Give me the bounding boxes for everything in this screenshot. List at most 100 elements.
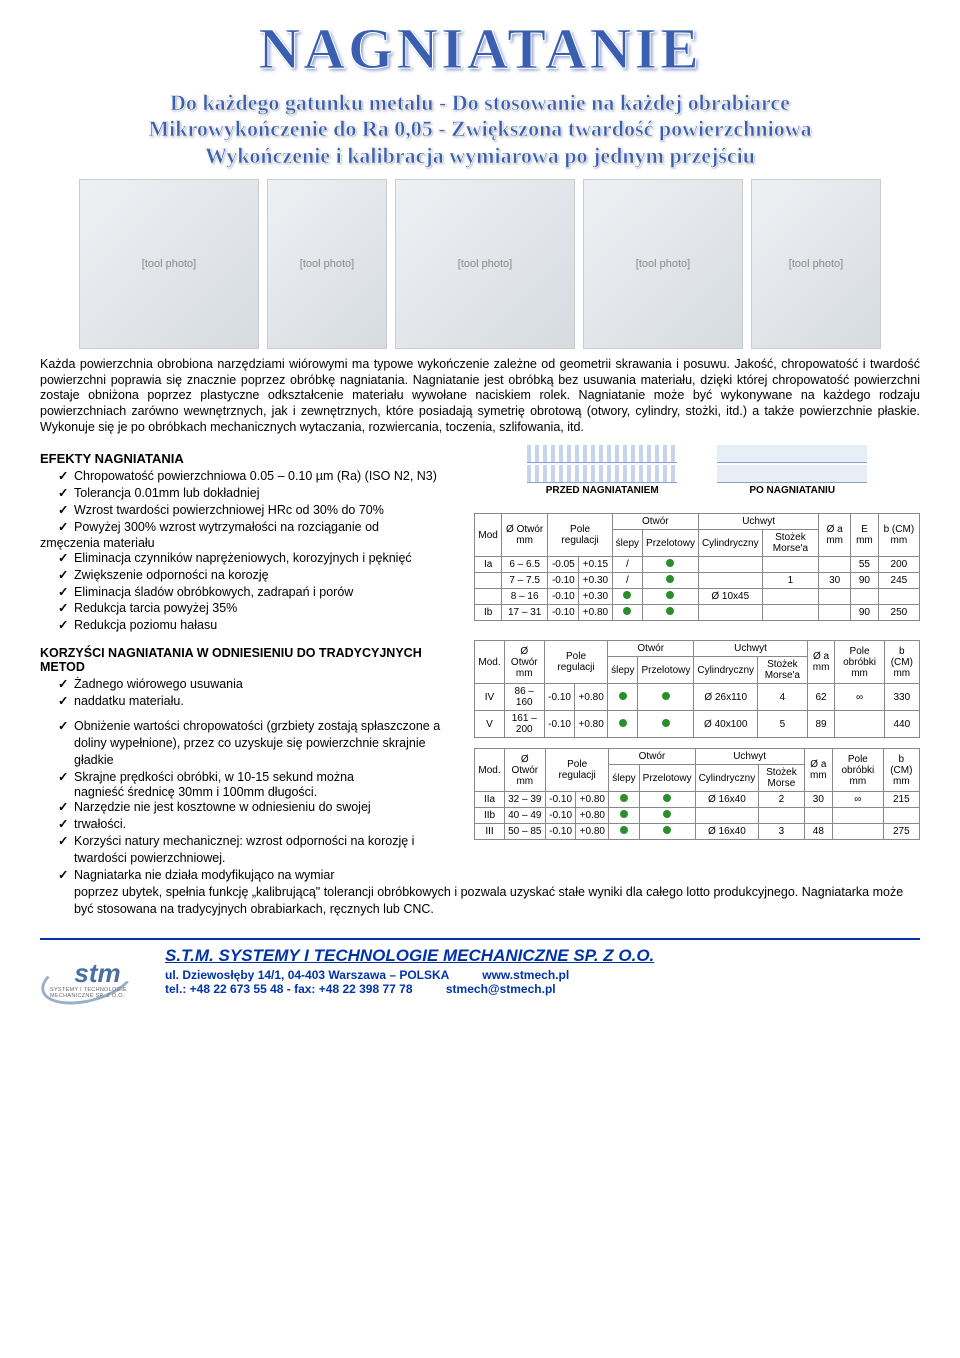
dot-icon [623,607,631,615]
table-cell: 161 – 200 [504,711,544,738]
th: Ø a mm [804,749,832,792]
th-bcm: b (CM) mm [878,514,919,557]
product-photo: [tool photo] [267,179,387,349]
list-item: naddatku materiału. [58,693,462,710]
table-cell [609,792,639,808]
th: Stożek Morse [759,765,804,792]
table-cell: Ø 16x40 [695,824,759,840]
table-row: IV86 – 160-0.10+0.80Ø 26x110462∞330 [475,684,920,711]
table-cell: 48 [804,824,832,840]
list-item: Eliminacja czynników naprężeniowych, kor… [58,550,462,567]
effects-heading: EFEKTY NAGNIATANIA [40,451,462,466]
table-cell: -0.10 [548,589,579,605]
table-cell [475,589,501,605]
dot-icon [663,826,671,834]
table-cell [833,808,884,824]
th-e: E mm [851,514,879,557]
th: Cylindryczny [695,765,759,792]
dot-icon [623,591,631,599]
table-row: IIb40 – 49-0.10+0.80 [475,808,920,824]
diagram-before: PRZED NAGNIATANIEM [527,445,677,505]
list-item: Narzędzie nie jest kosztowne w odniesien… [58,799,462,816]
surface-diagram-row: PRZED NAGNIATANIEM PO NAGNIATANIU [474,445,920,505]
benefits-list-2: Obniżenie wartości chropowatości (grzbie… [40,718,462,786]
table-cell: -0.10 [544,684,574,711]
table-cell [883,808,919,824]
th: Ø Otwór mm [504,641,544,684]
table-cell: Ø 10x45 [698,589,762,605]
table-cell: Ø 16x40 [695,792,759,808]
table-cell [759,808,804,824]
dot-icon [620,810,628,818]
table-cell: 86 – 160 [504,684,544,711]
intro-paragraph: Każda powierzchnia obrobiona narzędziami… [40,357,920,435]
product-photo: [tool photo] [583,179,743,349]
dot-icon [619,719,627,727]
table-cell: 8 – 16 [501,589,548,605]
table-cell [643,573,699,589]
list-item: Redukcja tarcia powyżej 35% [58,600,462,617]
table-cell [819,605,851,621]
table-row: Ia6 – 6.5-0.05+0.15/55200 [475,557,920,573]
list-item: Żadnego wiórowego usuwania [58,676,462,693]
table-cell: 30 [819,573,851,589]
table-cell: 250 [878,605,919,621]
dot-icon [666,559,674,567]
product-photo: [tool photo] [79,179,259,349]
spec-table-2: Mod. Ø Otwór mm Pole regulacji Otwór Uch… [474,640,920,738]
effects-list: Chropowatość powierzchniowa 0.05 – 0.10 … [40,468,462,536]
table-cell: +0.30 [579,573,612,589]
table-cell [612,605,642,621]
table-cell [608,711,638,738]
table-cell [639,808,695,824]
table-cell: +0.15 [579,557,612,573]
table-row: IIa32 – 39-0.10+0.80Ø 16x40230∞215 [475,792,920,808]
table-cell [643,557,699,573]
table-cell [878,589,919,605]
main-title: NAGNIATANIE [40,15,920,82]
table-row: III50 – 85-0.10+0.80Ø 16x40348275 [475,824,920,840]
list-continuation: zmęczenia materiału [40,536,462,550]
th: Mod. [475,749,504,792]
list-item: trwałości. [58,816,462,833]
table-cell [819,557,851,573]
th-oa: Ø a mm [819,514,851,557]
table-cell [819,589,851,605]
table-cell: +0.80 [575,684,608,711]
company-logo: stm SYSTEMY I TECHNOLOGIE MECHANICZNE SP… [40,946,155,1001]
table-row: Ib17 – 31-0.10+0.8090250 [475,605,920,621]
list-item: Zwiększenie odporności na korozję [58,567,462,584]
list-item: Skrajne prędkości obróbki, w 10-15 sekun… [58,769,462,786]
th-otwor: Ø Otwór mm [501,514,548,557]
th: ślepy [608,657,638,684]
table-cell: Ø 26x110 [694,684,758,711]
product-photo: [tool photo] [751,179,881,349]
table-cell: 200 [878,557,919,573]
th: b (CM) mm [884,641,919,684]
th: ślepy [609,765,639,792]
table-cell [639,792,695,808]
dot-icon [666,591,674,599]
table-cell: Ib [475,605,501,621]
table-cell: III [475,824,504,840]
table-cell [612,589,642,605]
table-cell: 30 [804,792,832,808]
diagram-before-label: PRZED NAGNIATANIEM [546,485,659,496]
table-cell: +0.80 [576,808,609,824]
table-cell [695,808,759,824]
list-item: Chropowatość powierzchniowa 0.05 – 0.10 … [58,468,462,485]
dot-icon [663,810,671,818]
table-cell: Ia [475,557,501,573]
list-continuation: nagnieść średnicę 30mm i 100mm długości. [40,785,462,799]
th: Pole obróbki mm [835,641,884,684]
table-cell: 4 [758,684,808,711]
th: Otwór [608,641,694,657]
footer-contact-line: tel.: +48 22 673 55 48 - fax: +48 22 398… [165,982,654,996]
th-przelot: Przelotowy [643,530,699,557]
product-photo-row: [tool photo] [tool photo] [tool photo] [… [40,179,920,349]
table-cell [639,824,695,840]
table-cell [851,589,879,605]
table-cell: -0.10 [548,605,579,621]
th-stozek: Stożek Morse'a [762,530,819,557]
table-cell [762,605,819,621]
